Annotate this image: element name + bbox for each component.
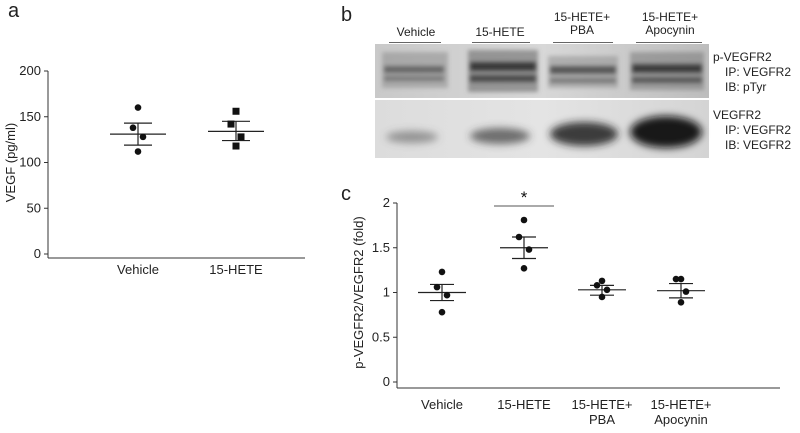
data-point [232, 107, 240, 115]
y-tick-label: 0 [34, 246, 41, 261]
y-tick-label: 0.5 [372, 329, 390, 344]
blot-top [375, 44, 709, 98]
blot-lane-label-vehicle: Vehicle [396, 25, 436, 39]
y-tick-label: 50 [27, 200, 41, 215]
data-point [237, 133, 245, 141]
y-tick-label: 1 [383, 285, 390, 300]
panel-b-letter: b [341, 4, 353, 26]
blot-bottom [375, 100, 709, 158]
data-point [598, 277, 606, 285]
data-point [443, 291, 451, 299]
y-tick-label: 1.5 [372, 240, 390, 255]
lane-underline-vehicle [389, 42, 441, 43]
data-point [134, 148, 142, 155]
data-point [134, 104, 142, 111]
y-tick-label: 100 [19, 155, 41, 170]
y-tick-label: 200 [19, 63, 41, 78]
panel-c-letter: c [341, 183, 351, 205]
data-point [232, 142, 240, 150]
data-point [520, 265, 528, 272]
x-tick-label: Vehicle [421, 397, 463, 412]
data-point [593, 282, 601, 289]
data-point [677, 275, 685, 283]
x-tick-label: PBA [589, 412, 615, 427]
x-tick-label: 15-HETE [209, 262, 263, 277]
data-point [438, 268, 446, 276]
data-point [525, 246, 533, 253]
data-point [672, 275, 680, 283]
y-tick-label: 0 [383, 374, 390, 389]
y-tick-label: 150 [19, 109, 41, 124]
data-point [129, 124, 137, 132]
x-tick-label: Apocynin [654, 412, 707, 427]
data-point [227, 120, 235, 128]
data-point [515, 233, 523, 241]
chart-a: 0 50 100 150 200 VEGF (pg/ml) Vehicle 15-HETE [3, 63, 305, 277]
x-tick-label: Vehicle [117, 262, 159, 277]
panel-a-letter: a [8, 0, 20, 22]
blot-lane-label-15hete: 15-HETE [475, 25, 525, 39]
blot-lane-label-apocynin: 15-HETE+ Apocynin [641, 10, 699, 37]
bottom-blot-label: VEGFR2 IP: VEGFR2 IB: VEGFR2 [713, 108, 792, 152]
data-point [682, 288, 690, 295]
lane-underline-apocynin [636, 42, 702, 43]
y-tick-label: 2 [383, 195, 390, 210]
data-point [520, 216, 528, 224]
lane-underline-pba [553, 42, 613, 43]
data-point [677, 299, 685, 306]
blot-lane-label-pba: 15-HETE+ PBA [553, 10, 611, 37]
data-point [603, 286, 611, 294]
x-tick-label: 15-HETE+ [650, 397, 711, 412]
data-point [139, 133, 147, 141]
lane-underline-15hete [472, 42, 530, 43]
x-tick-label: 15-HETE [497, 397, 551, 412]
data-point [438, 308, 446, 316]
data-point [433, 283, 441, 291]
top-blot-label: p-VEGFR2 IP: VEGFR2 IB: pTyr [713, 50, 792, 94]
data-point [598, 293, 606, 301]
y-axis-label: VEGF (pg/ml) [3, 123, 18, 202]
chart-c: 0 0.5 1 1.5 2 p-VEGFR2/VEGFR2 (fold) Vehicle 15… [351, 188, 780, 427]
significance-marker: * [521, 188, 528, 207]
x-tick-label: 15-HETE+ [571, 397, 632, 412]
y-axis-label: p-VEGFR2/VEGFR2 (fold) [351, 216, 366, 368]
